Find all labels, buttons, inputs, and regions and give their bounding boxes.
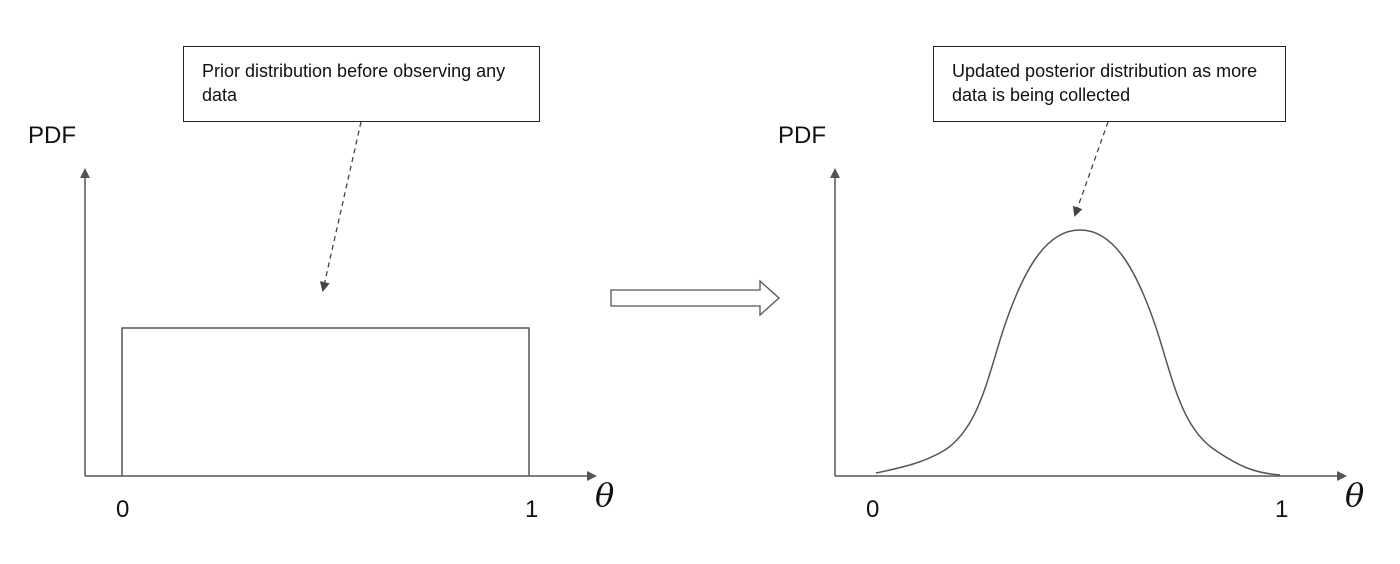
left-tick-0: 0: [116, 496, 130, 523]
posterior-annotation-box: Updated posterior distribution as more d…: [933, 46, 1286, 122]
uniform-prior-curve: [121, 327, 530, 476]
posterior-annotation-text: Updated posterior distribution as more d…: [952, 61, 1258, 105]
right-y-axis-label: PDF: [778, 122, 826, 149]
hollow-right-arrow-icon: [610, 279, 780, 317]
left-x-axis-label: θ: [595, 476, 615, 514]
right-annotation-pointer: [1072, 121, 1109, 217]
right-x-axis-label: θ: [1345, 476, 1365, 514]
left-annotation-pointer: [319, 121, 362, 292]
prior-annotation-text: Prior distribution before observing any …: [202, 61, 506, 105]
right-tick-1: 1: [1275, 496, 1289, 523]
posterior-curve: [875, 229, 1281, 476]
prior-annotation-box: Prior distribution before observing any …: [183, 46, 540, 122]
right-tick-0: 0: [866, 496, 880, 523]
left-tick-1: 1: [525, 496, 539, 523]
left-y-axis-label: PDF: [28, 122, 76, 149]
